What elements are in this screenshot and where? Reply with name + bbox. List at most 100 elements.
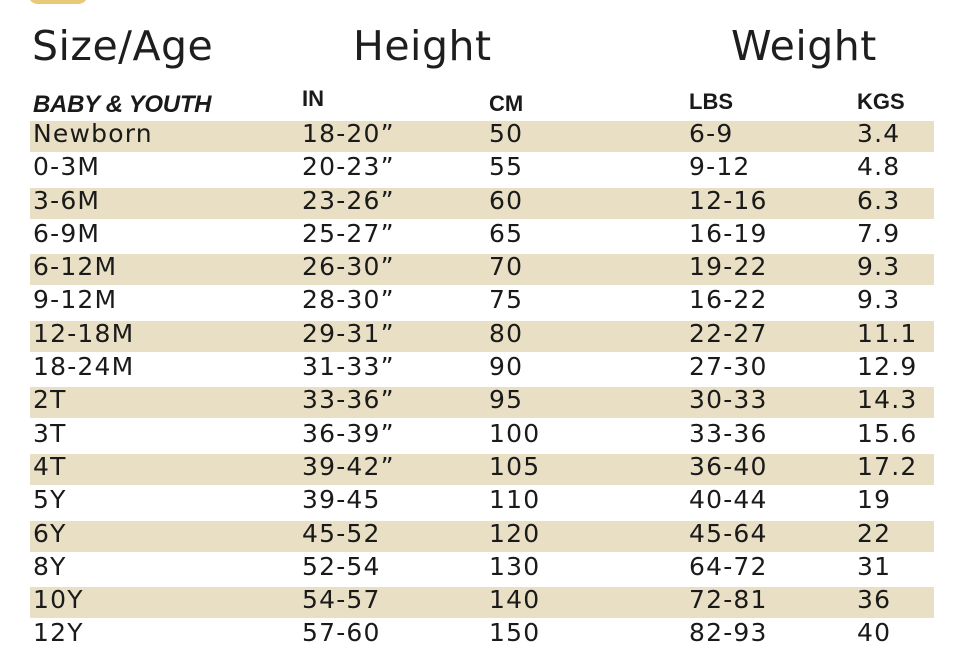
weight-lbs-cell: 82-93: [689, 618, 768, 648]
height-in-cell: 36-39”: [302, 418, 395, 448]
height-cm-cell: 90: [489, 352, 524, 382]
weight-header: Weight: [731, 22, 877, 70]
table-row: 2T 33-36” 95 30-33 14.3: [0, 385, 961, 419]
size-cell: 8Y: [33, 551, 67, 581]
height-cm-cell: 100: [489, 418, 541, 448]
table-row: Newborn 18-20” 50 6-9 3.4: [0, 119, 961, 153]
size-age-header: Size/Age: [32, 22, 214, 70]
height-cm-cell: 95: [489, 385, 524, 415]
size-cell: 4T: [33, 451, 67, 481]
cm-column-header: CM: [489, 91, 524, 116]
weight-kgs-cell: 12.9: [857, 352, 918, 382]
weight-lbs-cell: 12-16: [689, 185, 768, 215]
weight-kgs-cell: 7.9: [857, 218, 901, 248]
height-in-cell: 18-20”: [302, 119, 395, 148]
size-cell: 10Y: [33, 585, 84, 615]
height-header: Height: [353, 22, 492, 70]
weight-lbs-cell: 6-9: [689, 119, 734, 148]
height-in-cell: 33-36”: [302, 385, 395, 415]
weight-lbs-cell: 30-33: [689, 385, 768, 415]
height-cm-cell: 105: [489, 451, 541, 481]
weight-kgs-cell: 22: [857, 518, 892, 548]
weight-lbs-cell: 64-72: [689, 551, 768, 581]
size-cell: 2T: [33, 385, 67, 415]
height-cm-cell: 65: [489, 218, 524, 248]
weight-lbs-cell: 36-40: [689, 451, 768, 481]
height-cm-cell: 80: [489, 318, 524, 348]
weight-lbs-cell: 16-22: [689, 285, 768, 315]
weight-lbs-cell: 27-30: [689, 352, 768, 382]
weight-kgs-cell: 9.3: [857, 285, 901, 315]
height-in-cell: 54-57: [302, 585, 381, 615]
weight-lbs-cell: 9-12: [689, 152, 751, 182]
size-cell: 9-12M: [33, 285, 118, 315]
weight-kgs-cell: 40: [857, 618, 892, 648]
height-in-cell: 29-31”: [302, 318, 395, 348]
height-in-cell: 39-45: [302, 485, 381, 515]
size-cell: 5Y: [33, 485, 67, 515]
table-row: 12Y 57-60 150 82-93 40: [0, 618, 961, 652]
table-row: 12-18M 29-31” 80 22-27 11.1: [0, 318, 961, 353]
height-cm-cell: 60: [489, 185, 524, 215]
table-row: 0-3M 20-23” 55 9-12 4.8: [0, 152, 961, 186]
size-cell: 6-12M: [33, 252, 118, 282]
weight-kgs-cell: 4.8: [857, 152, 901, 182]
height-cm-cell: 50: [489, 119, 524, 148]
kgs-column-header: KGS: [857, 89, 905, 114]
size-cell: 6-9M: [33, 218, 101, 248]
table-row: 10Y 54-57 140 72-81 36: [0, 585, 961, 619]
height-in-cell: 52-54: [302, 551, 381, 581]
table-row: 5Y 39-45 110 40-44 19: [0, 485, 961, 519]
group-label: BABY & YOUTH: [33, 91, 212, 118]
table-row: 4T 39-42” 105 36-40 17.2: [0, 451, 961, 486]
size-cell: 3T: [33, 418, 67, 448]
weight-lbs-cell: 72-81: [689, 585, 768, 615]
weight-lbs-cell: 33-36: [689, 418, 768, 448]
table-row: 18-24M 31-33” 90 27-30 12.9: [0, 352, 961, 386]
size-cell: 0-3M: [33, 152, 101, 182]
weight-kgs-cell: 19: [857, 485, 892, 515]
table-row: 6-12M 26-30” 70 19-22 9.3: [0, 252, 961, 286]
table-row: 6Y 45-52 120 45-64 22: [0, 518, 961, 553]
weight-kgs-cell: 11.1: [857, 318, 918, 348]
height-in-cell: 31-33”: [302, 352, 395, 382]
height-in-cell: 28-30”: [302, 285, 395, 315]
height-in-cell: 39-42”: [302, 451, 395, 481]
height-cm-cell: 140: [489, 585, 541, 615]
table-row: 8Y 52-54 130 64-72 31: [0, 551, 961, 586]
weight-kgs-cell: 36: [857, 585, 892, 615]
weight-kgs-cell: 9.3: [857, 252, 901, 282]
weight-kgs-cell: 31: [857, 551, 892, 581]
size-cell: 6Y: [33, 518, 67, 548]
table-row: 3-6M 23-26” 60 12-16 6.3: [0, 185, 961, 220]
height-cm-cell: 120: [489, 518, 541, 548]
size-cell: 18-24M: [33, 352, 135, 382]
weight-kgs-cell: 15.6: [857, 418, 918, 448]
weight-lbs-cell: 40-44: [689, 485, 768, 515]
height-cm-cell: 55: [489, 152, 524, 182]
height-in-cell: 45-52: [302, 518, 381, 548]
weight-lbs-cell: 45-64: [689, 518, 768, 548]
height-cm-cell: 75: [489, 285, 524, 315]
weight-kgs-cell: 14.3: [857, 385, 918, 415]
corner-decoration: [28, 0, 88, 4]
size-cell: 12Y: [33, 618, 84, 648]
height-in-cell: 26-30”: [302, 252, 395, 282]
table-row: 6-9M 25-27” 65 16-19 7.9: [0, 218, 961, 253]
weight-lbs-cell: 22-27: [689, 318, 768, 348]
height-in-cell: 20-23”: [302, 152, 395, 182]
table-row: 3T 36-39” 100 33-36 15.6: [0, 418, 961, 453]
weight-kgs-cell: 17.2: [857, 451, 918, 481]
height-cm-cell: 150: [489, 618, 541, 648]
weight-kgs-cell: 6.3: [857, 185, 901, 215]
height-in-cell: 23-26”: [302, 185, 395, 215]
size-cell: 12-18M: [33, 318, 135, 348]
height-in-cell: 57-60: [302, 618, 381, 648]
size-cell: 3-6M: [33, 185, 101, 215]
table-row: 9-12M 28-30” 75 16-22 9.3: [0, 285, 961, 319]
height-in-cell: 25-27”: [302, 218, 395, 248]
weight-kgs-cell: 3.4: [857, 119, 901, 148]
height-cm-cell: 110: [489, 485, 541, 515]
height-cm-cell: 130: [489, 551, 541, 581]
size-table-body: Newborn 18-20” 50 6-9 3.4 0-3M 20-23” 55 9-12 4.8…: [0, 119, 961, 653]
